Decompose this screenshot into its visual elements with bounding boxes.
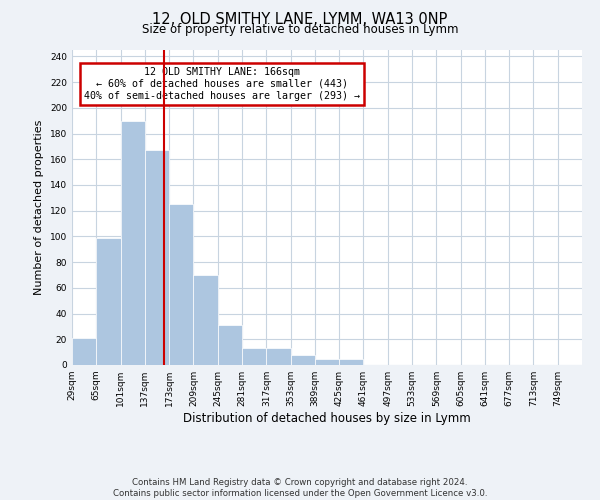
Bar: [145, 150, 169, 365]
Bar: [266, 348, 290, 365]
Bar: [242, 348, 266, 365]
X-axis label: Distribution of detached houses by size in Lymm: Distribution of detached houses by size …: [183, 412, 471, 425]
Text: Size of property relative to detached houses in Lymm: Size of property relative to detached ho…: [142, 22, 458, 36]
Bar: [339, 358, 364, 365]
Bar: [96, 238, 121, 365]
Y-axis label: Number of detached properties: Number of detached properties: [34, 120, 44, 295]
Bar: [121, 120, 145, 365]
Text: Contains HM Land Registry data © Crown copyright and database right 2024.
Contai: Contains HM Land Registry data © Crown c…: [113, 478, 487, 498]
Bar: [218, 325, 242, 365]
Bar: [193, 275, 218, 365]
Text: 12 OLD SMITHY LANE: 166sqm
← 60% of detached houses are smaller (443)
40% of sem: 12 OLD SMITHY LANE: 166sqm ← 60% of deta…: [85, 68, 361, 100]
Bar: [315, 358, 339, 365]
Text: 12, OLD SMITHY LANE, LYMM, WA13 0NP: 12, OLD SMITHY LANE, LYMM, WA13 0NP: [152, 12, 448, 28]
Bar: [169, 204, 193, 365]
Bar: [72, 338, 96, 365]
Bar: [290, 354, 315, 365]
